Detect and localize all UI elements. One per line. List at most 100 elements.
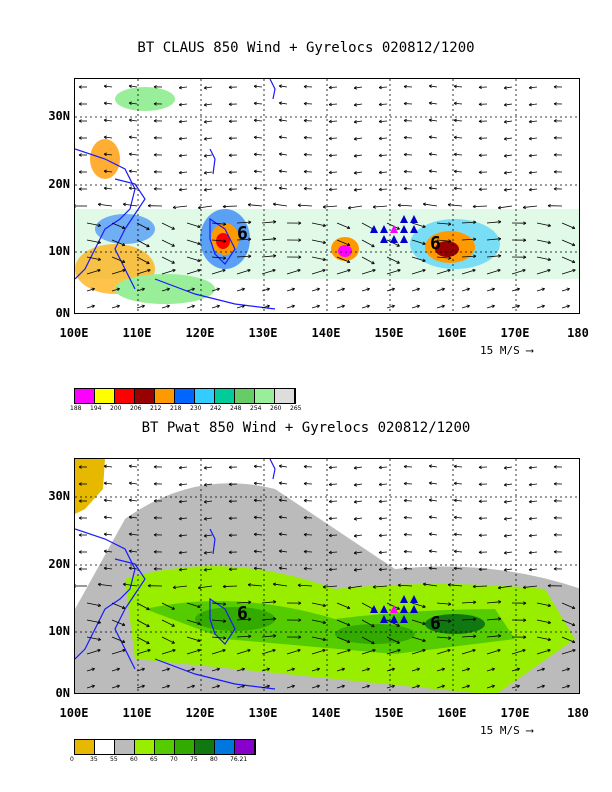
wind-vector <box>378 154 388 157</box>
wind-vector-head <box>128 482 132 486</box>
wind-vector-head <box>278 550 282 553</box>
wind-vector-head <box>103 152 108 155</box>
wind-vector-head <box>92 685 95 689</box>
wind-vector-head <box>378 153 382 156</box>
wind-vector-head <box>248 635 252 639</box>
wind-vector <box>161 649 176 655</box>
wind-vector <box>336 602 351 609</box>
wind-vector <box>129 482 138 485</box>
wind-vector <box>436 602 451 605</box>
wind-vector <box>486 618 501 621</box>
wind-vector-head <box>153 170 157 173</box>
wind-vector-head <box>448 603 452 606</box>
wind-vector <box>179 120 188 123</box>
wind-vector-head <box>78 120 82 123</box>
wind-vector-head <box>547 268 551 271</box>
wind-vector-head <box>467 305 470 309</box>
wind-vector-head <box>528 170 532 174</box>
wind-vector-head <box>528 121 532 124</box>
wind-vector-head <box>128 153 132 157</box>
wind-vector <box>529 137 538 140</box>
wind-vector-head <box>78 500 82 503</box>
wind-vector-head <box>253 186 257 189</box>
wind-vector-head <box>441 287 445 290</box>
wind-vector <box>373 585 388 588</box>
wind-vector-head <box>278 516 282 519</box>
wind-vector-head <box>378 567 382 570</box>
wind-vector-head <box>103 499 107 503</box>
wind-vector-head <box>303 466 307 469</box>
wind-vector-head <box>523 636 527 639</box>
wind-vector <box>529 188 538 191</box>
claus-map-panel: 6 6 <box>74 78 580 314</box>
wind-vector-head <box>98 637 101 641</box>
wind-vector-head <box>97 268 101 271</box>
wind-vector-head <box>378 189 382 192</box>
wind-vector-head <box>548 223 551 227</box>
wind-vector-head <box>498 221 502 224</box>
wind-vector <box>328 551 338 554</box>
wind-vector-head <box>303 84 307 87</box>
wind-vector-head <box>503 534 507 537</box>
wind-vector-head <box>248 220 252 223</box>
wind-vector-head <box>253 187 257 191</box>
wind-vector-head <box>472 206 476 209</box>
wind-vector-head <box>298 239 302 242</box>
wind-vector-head <box>517 685 520 689</box>
wind-vector <box>336 619 351 626</box>
wind-vector-head <box>153 568 157 571</box>
wind-vector <box>411 636 426 642</box>
wind-vector <box>436 239 451 242</box>
wind-vector <box>161 256 175 264</box>
wind-vector <box>129 85 138 88</box>
wind-vector-head <box>217 305 220 309</box>
wind-vector-head <box>223 222 227 225</box>
wind-vector <box>253 465 263 468</box>
wind-vector-head <box>347 585 351 589</box>
wind-vector-head <box>278 153 282 156</box>
wind-vector-head <box>197 260 201 263</box>
wind-vector-head <box>323 257 326 261</box>
wind-vector-head <box>498 635 502 638</box>
wind-vector-head <box>222 648 226 651</box>
wind-vector-head <box>103 84 108 87</box>
wind-vector <box>354 86 363 89</box>
wind-vector <box>136 685 145 689</box>
wind-vector <box>179 466 188 469</box>
wind-vector-head <box>241 304 245 307</box>
wind-vector <box>436 222 451 225</box>
wind-vector <box>361 288 370 292</box>
wind-vector <box>472 585 488 588</box>
wind-vector-head <box>547 605 551 608</box>
wind-vector-head <box>353 501 358 504</box>
wind-vector <box>253 102 263 105</box>
wind-vector-head <box>247 648 251 651</box>
wind-vector-head <box>328 550 332 553</box>
wind-vector <box>504 188 513 191</box>
wind-vector-head <box>428 118 433 121</box>
wind-vector-head <box>242 305 245 309</box>
wind-vector-head <box>78 119 82 122</box>
wind-vector <box>161 619 175 627</box>
pwat-colorbar-swatch <box>95 740 115 754</box>
wind-vector-head <box>422 226 426 229</box>
wind-vector-head <box>166 304 170 307</box>
wind-vector-head <box>566 684 570 687</box>
wind-vector-head <box>153 517 157 520</box>
wind-vector <box>211 256 226 259</box>
wind-vector-head <box>103 101 108 104</box>
wind-vector <box>378 120 388 123</box>
wind-vector-head <box>103 153 107 157</box>
wind-vector-head <box>222 206 226 209</box>
wind-vector <box>179 154 188 157</box>
wind-vector-head <box>353 86 357 89</box>
wind-vector-head <box>397 584 401 588</box>
claus-colorbar-label: 260 <box>270 405 282 412</box>
wind-vector <box>378 551 388 554</box>
wind-vector-head <box>347 648 351 651</box>
wind-vector-head <box>553 550 557 553</box>
p1-xtick-180: 180 <box>567 326 589 340</box>
wind-vector <box>111 619 126 626</box>
wind-vector <box>136 602 150 611</box>
pwat-colorbar-swatch <box>195 740 215 754</box>
